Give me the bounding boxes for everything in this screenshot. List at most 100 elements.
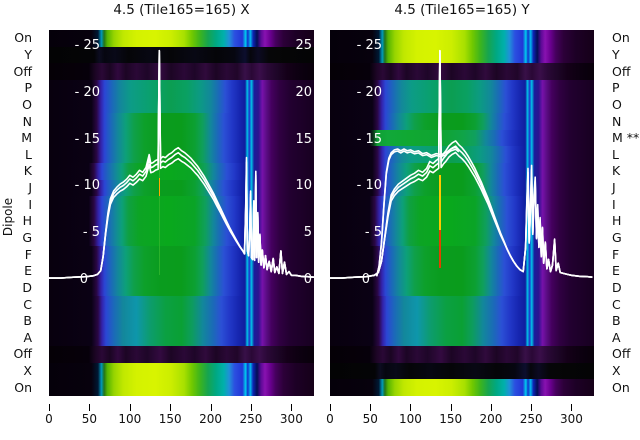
heatmap-rows	[49, 30, 314, 396]
dipole-tick-label-right: J	[612, 180, 616, 196]
inner-scale-label-right: 5	[303, 225, 312, 241]
dipole-tick-label-left: H	[22, 213, 32, 229]
x-tick-label: 0	[45, 412, 53, 426]
dipole-tick-label-right: X	[612, 363, 621, 379]
inner-scale-label-left: - 10	[74, 178, 100, 194]
dipole-tick-label-right: A	[612, 329, 621, 345]
dipole-tick-label-left: On	[14, 30, 32, 46]
spike-artifact-line	[158, 178, 161, 196]
heatmap-row-p	[49, 79, 314, 97]
heatmap-row-f	[330, 246, 594, 263]
x-tick-mark	[210, 404, 212, 411]
x-tick-mark	[450, 404, 452, 411]
dipole-tick-label-left: O	[22, 96, 32, 112]
dipole-tick-label-right: P	[612, 80, 620, 96]
dipole-tick-label-right: M **	[612, 130, 640, 146]
inner-scale-label-left: - 20	[74, 84, 100, 100]
heatmap-row-e	[330, 262, 594, 280]
dipole-tick-label-left: F	[24, 246, 32, 262]
dipole-tick-label-left: L	[25, 146, 32, 162]
dipole-tick-label-right: C	[612, 296, 621, 312]
dipole-tick-label-right: Y	[612, 46, 620, 62]
dipole-tick-label-right: Off	[612, 346, 631, 362]
x-tick-label: 0	[326, 412, 334, 426]
dipole-tick-label-left: I	[28, 196, 32, 212]
heatmap-row-d	[330, 279, 594, 296]
beam-trace	[375, 148, 460, 277]
heatmap-row-o	[330, 96, 594, 114]
x-tick-label: 300	[560, 412, 583, 426]
heatmap-row-off	[330, 345, 594, 363]
dipole-tick-label-left: Off	[13, 346, 32, 362]
panel-title-x: 4.5 (Tile165=165) X	[113, 2, 250, 18]
heatmap-row-off	[49, 345, 314, 363]
dipole-tick-label-left: P	[24, 80, 32, 96]
panel-title-y: 4.5 (Tile165=165) Y	[394, 2, 530, 18]
heatmap-row-b	[49, 312, 314, 330]
x-tick-mark	[370, 404, 372, 411]
heatmap-row-off	[49, 63, 314, 80]
dipole-tick-label-right: K	[612, 163, 621, 179]
x-tick-mark	[330, 404, 331, 411]
x-tick-label: 200	[199, 412, 223, 426]
x-tick-mark	[250, 404, 252, 411]
heatmap-row-c	[49, 296, 314, 313]
dipole-tick-label-left: A	[23, 329, 32, 345]
heatmap-row-k	[49, 163, 314, 180]
heatmap-row-n	[330, 113, 594, 130]
x-tick-label: 150	[158, 412, 182, 426]
dipole-tick-label-left: On	[14, 379, 32, 395]
x-tick-label: 50	[362, 412, 378, 426]
heatmap-row-m	[330, 129, 594, 147]
dipole-tick-label-left: N	[22, 113, 32, 129]
inner-scale-label-right: 20	[295, 84, 312, 100]
x-tick-label: 150	[439, 412, 463, 426]
dipole-tick-label-left: K	[23, 163, 32, 179]
inner-scale-label-left: - 10	[356, 178, 382, 194]
x-tick-label: 100	[118, 412, 142, 426]
beam-curve-svg	[330, 49, 593, 279]
dipole-tick-label-right: D	[612, 279, 622, 295]
inner-scale-label-left: - 5	[82, 225, 100, 241]
heatmap-row-a	[330, 329, 594, 346]
spike-artifact-line	[438, 175, 441, 230]
heatmap-row-p	[330, 79, 594, 97]
inner-scale-label-left: - 15	[356, 131, 382, 147]
dipole-tick-label-right: L	[612, 146, 619, 162]
dipole-tick-label-right: On	[612, 379, 630, 395]
heatmap-row-n	[49, 113, 314, 130]
spike-artifact-line	[438, 230, 441, 268]
dipole-tick-label-right: E	[612, 263, 620, 279]
x-tick-label: 50	[81, 412, 98, 426]
spike-artifact-line	[158, 148, 161, 275]
inner-scale-label-left: - 5	[364, 225, 382, 241]
dipole-tick-label-right: F	[612, 246, 620, 262]
x-tick-label: 250	[239, 412, 263, 426]
x-tick-mark	[490, 404, 492, 411]
inner-scale-label-right: 25	[295, 38, 312, 53]
heatmap-row-on	[49, 30, 314, 47]
dipole-tick-label-left: D	[22, 279, 32, 295]
heatmap-panel-y: - 25 - 20 - 15 - 10 - 5 0	[330, 30, 594, 396]
inner-scale-label-left: - 15	[74, 131, 100, 147]
heatmap-row-off	[330, 63, 594, 80]
x-tick-label: 250	[519, 412, 543, 426]
x-tick-mark	[291, 404, 293, 411]
inner-scale-label-left: - 20	[356, 84, 382, 100]
heatmap-row-e	[49, 262, 314, 280]
x-tick-mark	[170, 404, 172, 411]
dipole-tick-label-right: O	[612, 96, 622, 112]
beam-trace	[49, 49, 314, 279]
beam-curve-svg	[49, 49, 314, 279]
heatmap-row-m	[49, 129, 314, 147]
heatmap-row-d	[49, 279, 314, 296]
dipole-tick-label-right: I	[612, 196, 616, 212]
inner-scale-label-right: 0	[303, 272, 312, 287]
x-tick-mark	[89, 404, 91, 411]
heatmap-row-a	[49, 329, 314, 346]
dipole-tick-label-left: E	[24, 263, 32, 279]
heatmap-row-b	[330, 312, 594, 330]
beam-trace	[330, 49, 593, 279]
dipole-tick-label-right: Off	[612, 63, 631, 79]
